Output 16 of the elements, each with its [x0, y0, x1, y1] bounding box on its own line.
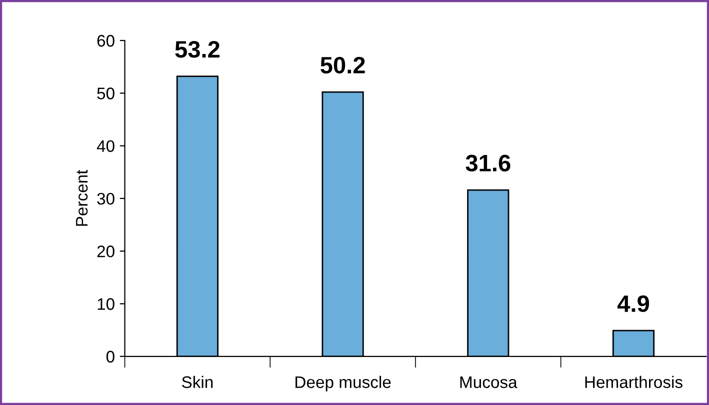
- x-tick-label: Skin: [182, 376, 213, 388]
- y-tick-label: 60: [97, 34, 114, 47]
- x-tick-label: Deep muscle: [296, 376, 391, 392]
- data-label: 4.9: [617, 295, 650, 312]
- y-axis-title: Percent: [76, 170, 88, 226]
- y-tick-label: 30: [97, 192, 114, 205]
- y-tick-label: 10: [98, 298, 114, 310]
- y-tick-label: 40: [96, 140, 114, 152]
- y-tick-label: 20: [97, 246, 114, 258]
- y-tick-label: 0: [106, 350, 114, 363]
- x-tick-label: Mucosa: [460, 376, 518, 388]
- data-label: 53.2: [175, 41, 220, 58]
- y-tick-label: 50: [97, 88, 114, 100]
- data-label: 31.6: [466, 154, 510, 172]
- data-label: 50.2: [320, 56, 365, 74]
- x-tick-label: Hemarthrosis: [585, 376, 682, 388]
